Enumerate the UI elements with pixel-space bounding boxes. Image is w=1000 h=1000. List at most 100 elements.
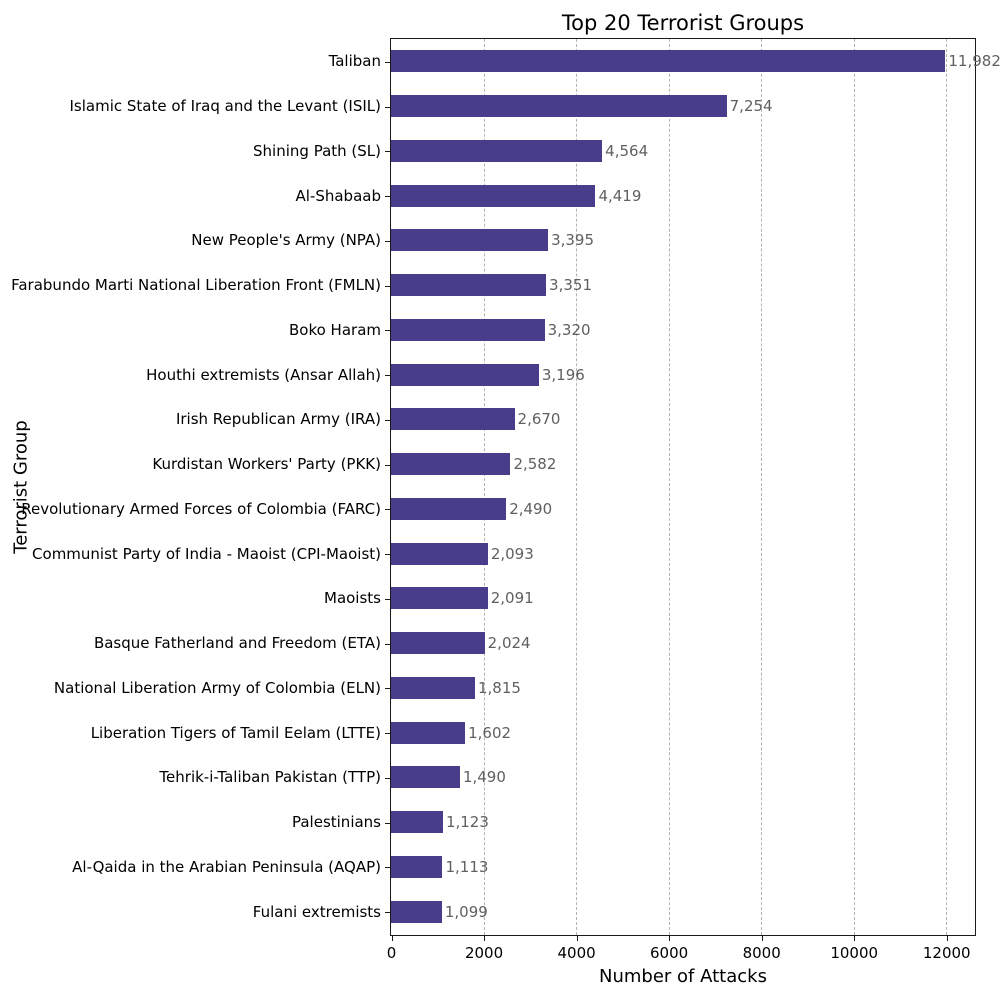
y-tick-mark — [385, 285, 390, 287]
bar-value-label: 7,254 — [729, 97, 773, 116]
y-tick-label: Al-Qaida in the Arabian Peninsula (AQAP) — [72, 857, 381, 876]
bar — [391, 900, 442, 923]
y-tick-mark — [385, 196, 390, 198]
y-tick-label: Palestinians — [291, 813, 381, 832]
y-tick-label: Irish Republican Army (IRA) — [175, 410, 381, 429]
bar — [391, 632, 485, 655]
y-tick-label: Farabundo Marti National Liberation Fron… — [11, 276, 381, 295]
y-tick-mark — [385, 151, 390, 153]
bar — [391, 453, 511, 476]
y-tick-label: New People's Army (NPA) — [191, 231, 381, 250]
y-tick-mark — [385, 822, 390, 824]
y-tick-mark — [385, 867, 390, 869]
x-tick-mark — [946, 936, 948, 941]
y-tick-label: Revolutionary Armed Forces of Colombia (… — [21, 499, 381, 518]
x-tick-mark — [854, 936, 856, 941]
bar-value-label: 2,582 — [513, 455, 557, 474]
bar-value-label: 1,815 — [477, 678, 521, 697]
y-axis-label: Terrorist Group — [10, 420, 32, 554]
bar-value-label: 1,099 — [444, 902, 488, 921]
bar-value-label: 1,123 — [445, 813, 489, 832]
bar-value-label: 3,320 — [547, 320, 591, 339]
x-tick-label: 6000 — [650, 944, 689, 962]
bar-value-label: 3,395 — [551, 231, 595, 250]
bar-value-label: 1,113 — [445, 857, 489, 876]
y-tick-mark — [385, 464, 390, 466]
y-tick-label: Liberation Tigers of Tamil Eelam (LTTE) — [90, 723, 381, 742]
bar — [391, 676, 475, 699]
bar — [391, 274, 547, 297]
y-tick-mark — [385, 330, 390, 332]
x-tick-mark — [391, 936, 393, 941]
bar — [391, 542, 488, 565]
bar — [391, 363, 539, 386]
x-tick-label: 8000 — [742, 944, 781, 962]
bar — [391, 318, 545, 341]
bar-value-label: 2,670 — [517, 410, 561, 429]
x-tick-label: 0 — [386, 944, 397, 962]
y-tick-label: Boko Haram — [288, 320, 381, 339]
y-tick-mark — [385, 509, 390, 511]
bar — [391, 50, 946, 73]
x-tick-label: 4000 — [557, 944, 596, 962]
gridline — [668, 39, 670, 935]
chart-title: Top 20 Terrorist Groups — [561, 11, 805, 35]
bar — [391, 587, 488, 610]
bar-value-label: 3,196 — [541, 365, 585, 384]
gridline — [483, 39, 485, 935]
x-tick-label: 2000 — [464, 944, 504, 962]
bar-value-label: 4,419 — [598, 186, 642, 205]
y-tick-mark — [385, 598, 390, 600]
bar-value-label: 3,351 — [549, 276, 592, 295]
x-tick-mark — [761, 936, 763, 941]
x-tick-label: 12000 — [922, 944, 971, 962]
y-tick-mark — [385, 912, 390, 914]
y-tick-mark — [385, 688, 390, 690]
y-tick-label: Houthi extremists (Ansar Allah) — [146, 365, 381, 384]
gridline — [853, 39, 855, 935]
y-tick-label: Taliban — [328, 52, 381, 71]
y-tick-label: Al-Shabaab — [295, 186, 382, 205]
y-tick-mark — [385, 240, 390, 242]
y-tick-mark — [385, 733, 390, 735]
y-tick-label: Tehrik-i-Taliban Pakistan (TTP) — [159, 768, 381, 787]
gridline — [946, 39, 948, 935]
y-tick-mark — [385, 106, 390, 108]
y-tick-label: Kurdistan Workers' Party (PKK) — [152, 455, 381, 474]
bar — [391, 139, 603, 162]
bar — [391, 408, 515, 431]
y-tick-mark — [385, 777, 390, 779]
bar — [391, 497, 507, 520]
bar-value-label: 11,982 — [948, 52, 1000, 71]
x-tick-label: 10000 — [830, 944, 879, 962]
y-tick-mark — [385, 419, 390, 421]
bar — [391, 766, 460, 789]
bar — [391, 229, 549, 252]
y-tick-labels: Taliban Islamic State of Iraq and the Lev… — [0, 39, 381, 935]
y-tick-label: Maoists — [324, 589, 381, 608]
y-tick-label: Fulani extremists — [252, 902, 381, 921]
bar — [391, 184, 596, 207]
bar-value-label: 2,490 — [509, 499, 553, 518]
x-axis-label: Number of Attacks — [599, 966, 767, 987]
y-tick-label: National Liberation Army of Colombia (EL… — [53, 678, 381, 697]
plot-area: 11,982 7,254 4,564 4,419 3,395 3,351 3,320 3,19… — [390, 38, 1000, 936]
bar — [391, 855, 443, 878]
bar-value-label: 2,024 — [487, 634, 531, 653]
y-tick-label: Shining Path (SL) — [253, 141, 381, 160]
bar-value-label: 1,490 — [462, 768, 506, 787]
gridline — [576, 39, 578, 935]
bar-value-label: 2,093 — [490, 544, 534, 563]
bar — [391, 95, 727, 118]
x-tick-mark — [576, 936, 578, 941]
bar — [391, 811, 443, 834]
y-tick-mark — [385, 375, 390, 377]
x-tick-mark — [484, 936, 486, 941]
bar — [391, 721, 466, 744]
x-tick-mark — [669, 936, 671, 941]
gridline — [761, 39, 763, 935]
y-tick-label: Basque Fatherland and Freedom (ETA) — [93, 634, 381, 653]
y-tick-mark — [385, 643, 390, 645]
y-tick-mark — [385, 554, 390, 556]
